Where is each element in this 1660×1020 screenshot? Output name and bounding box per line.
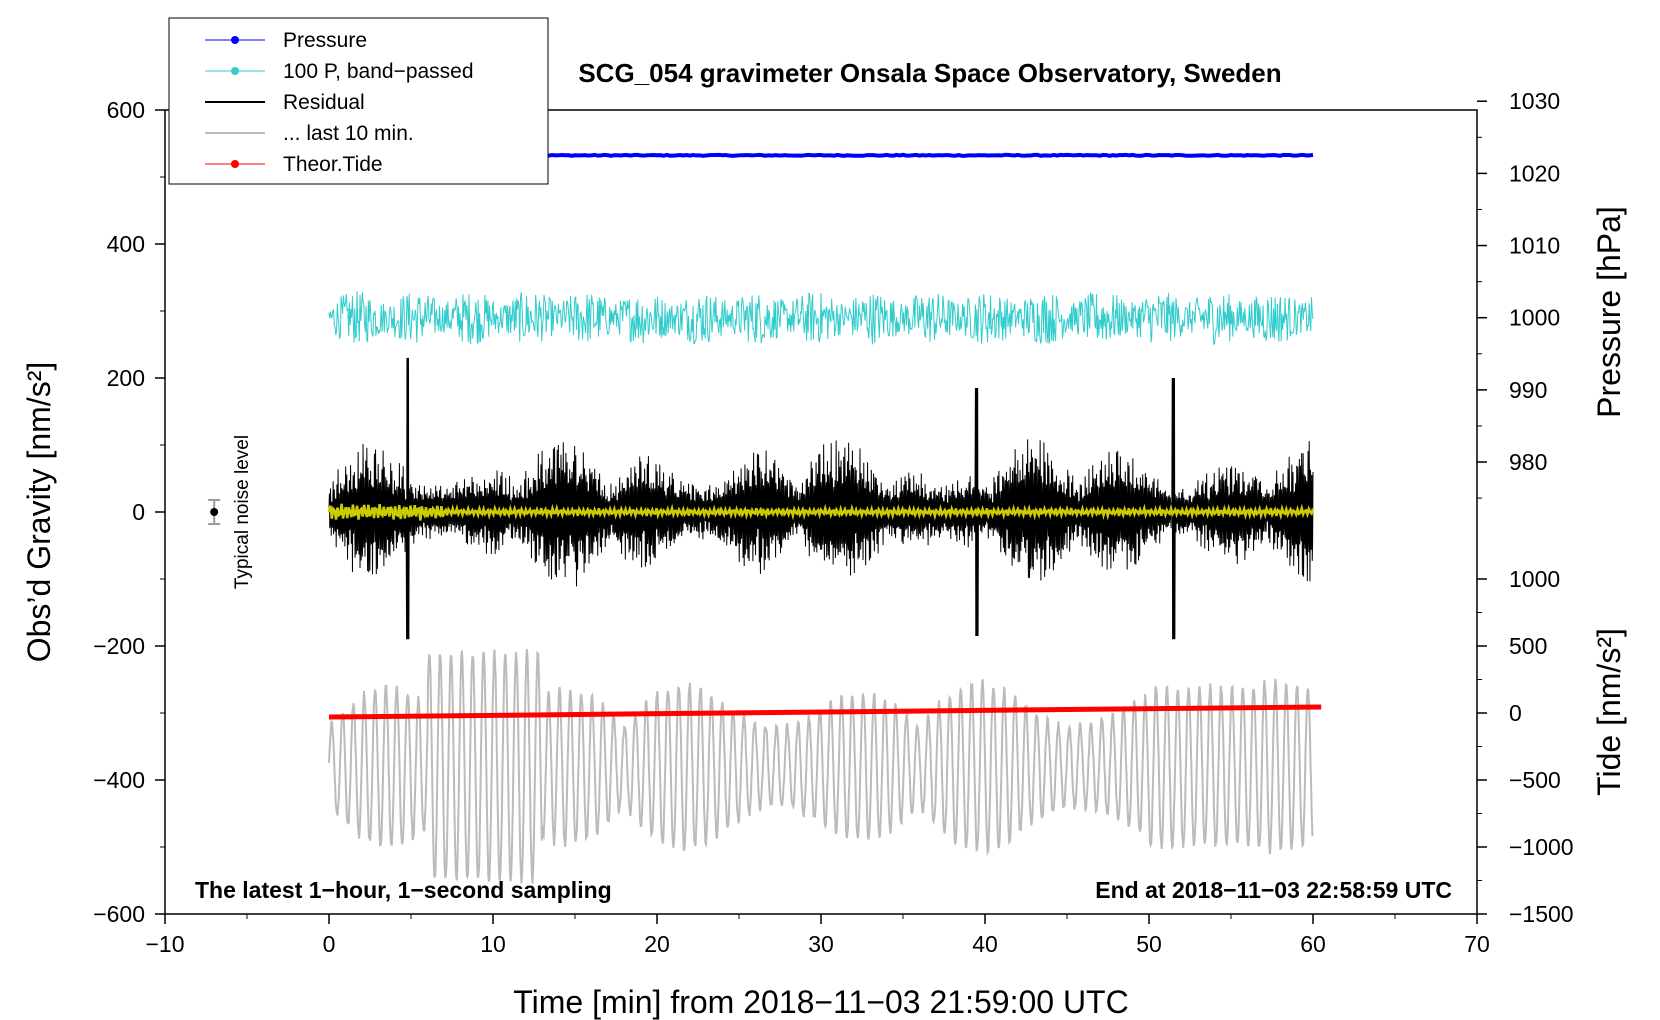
y-tick-label: 200	[107, 365, 145, 391]
annotation-bottom-right: End at 2018−11−03 22:58:59 UTC	[1095, 877, 1452, 903]
theoretical-tide-series	[328, 704, 1322, 720]
x-tick-label: 50	[1136, 931, 1162, 957]
y-tick-label: 600	[107, 97, 145, 123]
noise-level-indicator	[208, 498, 221, 526]
annotation-bottom-left: The latest 1−hour, 1−second sampling	[195, 877, 612, 903]
x-tick-label: −10	[145, 931, 184, 957]
legend-marker	[231, 67, 239, 75]
x-tick-label: 70	[1464, 931, 1490, 957]
y-axis-title-left: Obs’d Gravity [nm/s²]	[21, 362, 57, 663]
legend-marker	[231, 160, 239, 168]
y-axis-title-pressure: Pressure [hPa]	[1591, 206, 1627, 418]
y-tick-label: −600	[93, 901, 145, 927]
legend-label: 100 P, band−passed	[283, 60, 474, 83]
legend-label: Residual	[283, 91, 365, 114]
x-tick-label: 0	[323, 931, 336, 957]
x-tick-label: 10	[480, 931, 506, 957]
x-tick-label: 60	[1300, 931, 1326, 957]
legend-label: Pressure	[283, 29, 367, 52]
legend: Pressure 100 P, band−passed Residual ... la…	[168, 17, 549, 185]
pressure-tick-label: 1030	[1509, 88, 1560, 114]
pressure-tick-label: 1020	[1509, 160, 1560, 186]
bandpassed-pressure-series	[328, 291, 1314, 346]
last-10-min-series	[328, 649, 1314, 884]
y-tick-label: −200	[93, 633, 145, 659]
axes-layer: −10 0 10 20 30 40 50 60 706004002000−200−400−600…	[93, 88, 1573, 957]
x-tick-label: 30	[808, 931, 834, 957]
tide-tick-label: 0	[1509, 700, 1522, 726]
legend-label: ... last 10 min.	[283, 122, 414, 145]
pressure-tick-label: 1010	[1509, 233, 1560, 259]
x-tick-label: 20	[644, 931, 670, 957]
chart-title: SCG_054 gravimeter Onsala Space Observat…	[578, 58, 1281, 88]
y-tick-label: 0	[132, 499, 145, 525]
x-tick-label: 40	[972, 931, 998, 957]
y-tick-label: 400	[107, 231, 145, 257]
legend-marker	[231, 36, 239, 44]
series-layer	[327, 152, 1322, 884]
y-axis-title-tide: Tide [nm/s²]	[1591, 628, 1627, 796]
residual-series	[328, 357, 1314, 640]
tide-tick-label: −1500	[1509, 901, 1574, 927]
filtered-residual-series	[327, 503, 1315, 521]
legend-label: Theor.Tide	[283, 153, 383, 176]
noise-point	[210, 508, 219, 516]
x-axis-title: Time [min] from 2018−11−03 21:59:00 UTC	[513, 984, 1128, 1020]
noise-level-label: Typical noise level	[232, 435, 253, 589]
pressure-tick-label: 980	[1509, 449, 1547, 475]
tide-tick-label: 1000	[1509, 566, 1560, 592]
tide-tick-label: −500	[1509, 767, 1561, 793]
tide-tick-label: −1000	[1509, 834, 1574, 860]
pressure-tick-label: 990	[1509, 377, 1547, 403]
pressure-tick-label: 1000	[1509, 305, 1560, 331]
tide-tick-label: 500	[1509, 633, 1547, 659]
y-tick-label: −400	[93, 767, 145, 793]
